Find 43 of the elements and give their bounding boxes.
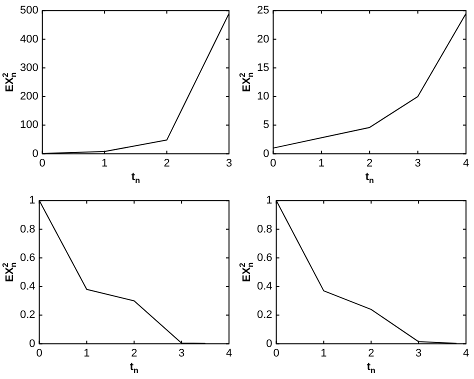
x-tick-label: 3 bbox=[178, 346, 185, 359]
x-tick-label: 3 bbox=[226, 157, 232, 170]
y-tick-label: 0.6 bbox=[256, 251, 272, 264]
y-tick-label: 1 bbox=[266, 194, 272, 206]
x-tick-label: 2 bbox=[131, 346, 138, 359]
y-tick-label: 0.4 bbox=[256, 280, 272, 292]
x-tick-label: 1 bbox=[318, 157, 324, 170]
x-tick-label: 1 bbox=[102, 157, 108, 170]
y-axis-title: EX2n bbox=[1, 262, 18, 282]
y-tick-label: 25 bbox=[256, 4, 270, 17]
y-tick-label: 15 bbox=[256, 62, 270, 74]
y-tick-label: 0.2 bbox=[256, 308, 272, 321]
y-tick-label: 0.8 bbox=[20, 222, 36, 235]
y-tick-label: 0 bbox=[266, 337, 272, 350]
x-tick-label: 4 bbox=[462, 346, 470, 359]
x-tick-label: 4 bbox=[226, 346, 232, 359]
y-tick-label: 100 bbox=[20, 119, 38, 132]
y-tick-label: 1 bbox=[29, 194, 36, 206]
y-tick-label: 0 bbox=[29, 337, 36, 350]
y-tick-label: 0.6 bbox=[20, 251, 36, 264]
x-tick-label: 2 bbox=[368, 346, 374, 359]
y-tick-label: 0.2 bbox=[20, 308, 36, 321]
y-axis-title: EX2n bbox=[238, 262, 256, 282]
y-tick-label: 0 bbox=[32, 148, 38, 160]
y-tick-label: 20 bbox=[256, 33, 270, 46]
x-tick-label: 1 bbox=[84, 346, 90, 359]
y-tick-label: 200 bbox=[20, 90, 38, 103]
x-tick-label: 2 bbox=[366, 157, 373, 170]
y-tick-label: 300 bbox=[20, 62, 38, 74]
x-tick-label: 3 bbox=[416, 346, 422, 359]
y-axis-title: EX2n bbox=[238, 72, 256, 92]
x-tick-label: 4 bbox=[462, 157, 470, 170]
x-tick-label: 2 bbox=[164, 157, 170, 170]
y-tick-label: 0.8 bbox=[256, 222, 272, 235]
y-tick-label: 500 bbox=[20, 4, 38, 17]
y-axis-title: EX2n bbox=[1, 72, 18, 92]
y-tick-label: 10 bbox=[256, 90, 270, 103]
x-tick-label: 1 bbox=[320, 346, 327, 359]
y-tick-label: 0.4 bbox=[20, 280, 36, 292]
y-tick-label: 0 bbox=[263, 148, 270, 160]
y-tick-label: 5 bbox=[263, 119, 270, 132]
y-tick-label: 400 bbox=[20, 33, 38, 46]
x-tick-label: 3 bbox=[414, 157, 421, 170]
